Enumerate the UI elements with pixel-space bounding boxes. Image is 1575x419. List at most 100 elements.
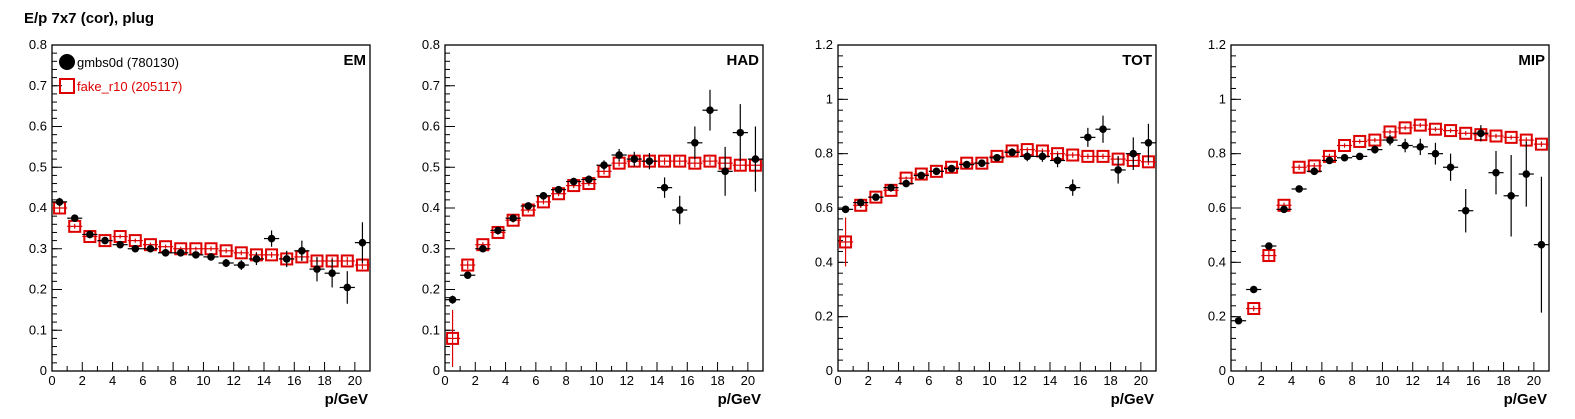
panel-tot: 0 2 4 6 8 10 12 14 16 18 20 0 0.2 0.4 0.6 0.8 1 1.2 p/GeV T… — [815, 37, 1157, 408]
data-point — [1234, 316, 1243, 325]
data-point — [1386, 136, 1394, 144]
data-point — [839, 235, 853, 249]
data-point — [1492, 168, 1500, 177]
data-point — [1340, 153, 1349, 162]
x-tick-label: 10 — [196, 373, 210, 388]
data-point — [1280, 205, 1288, 214]
x-tick-label: 16 — [287, 373, 301, 388]
data-point — [947, 164, 956, 173]
data-point — [1534, 137, 1548, 151]
y-tick-label: 0.8 — [29, 37, 47, 52]
data-point — [585, 175, 593, 184]
data-point — [222, 259, 230, 267]
data-point — [86, 230, 94, 239]
x-tick-label: 2 — [79, 373, 86, 388]
x-tick-label: 4 — [109, 373, 116, 388]
data-point — [872, 193, 880, 201]
x-tick-label: 0 — [834, 373, 841, 388]
series-fake-r10 — [838, 143, 1156, 267]
x-tick-label: 6 — [532, 373, 539, 388]
data-point — [192, 251, 200, 259]
x-tick-label: 8 — [170, 373, 177, 388]
data-point — [461, 258, 475, 272]
y-tick-label: 0.1 — [422, 322, 440, 337]
x-axis-label: p/GeV — [1111, 391, 1154, 408]
x-tick-label: 14 — [1436, 373, 1450, 388]
data-point — [524, 202, 533, 210]
data-point — [675, 206, 684, 214]
x-tick-label: 16 — [1073, 373, 1087, 388]
data-point — [962, 160, 971, 169]
x-tick-label: 20 — [741, 373, 755, 388]
series-gmbs0d — [52, 197, 370, 304]
x-tick-label: 12 — [1405, 373, 1419, 388]
data-point — [1489, 129, 1503, 143]
y-tick-label: 0.4 — [422, 200, 440, 215]
y-tick-label: 0.4 — [29, 200, 47, 215]
data-point — [1008, 148, 1016, 157]
data-point — [70, 214, 79, 222]
data-point — [539, 191, 548, 200]
y-tick-label: 0.2 — [29, 282, 47, 297]
data-point — [615, 151, 623, 159]
data-point — [267, 234, 276, 243]
x-tick-label: 10 — [589, 373, 603, 388]
x-tick-label: 6 — [139, 373, 146, 388]
data-point — [1353, 134, 1367, 148]
data-point — [1144, 139, 1153, 147]
data-point — [1431, 149, 1440, 158]
x-tick-label: 18 — [1496, 373, 1510, 388]
x-tick-label: 14 — [650, 373, 664, 388]
data-point — [706, 106, 714, 114]
x-tick-label: 18 — [1103, 373, 1117, 388]
legend-marker — [59, 54, 75, 70]
x-tick-label: 2 — [1258, 373, 1265, 388]
panel-mip: 0 2 4 6 8 10 12 14 16 18 20 0 0.2 0.4 0.6 0.8 1 1.2 p/GeV M… — [1208, 37, 1550, 408]
series-gmbs0d — [1231, 125, 1549, 325]
data-point — [446, 331, 460, 345]
x-tick-label: 16 — [680, 373, 694, 388]
data-point — [282, 255, 291, 263]
y-tick-label: 0.6 — [29, 119, 47, 134]
data-point — [1249, 285, 1258, 294]
data-point — [1310, 167, 1319, 176]
data-point — [343, 283, 352, 292]
data-point — [1325, 156, 1334, 165]
data-point — [660, 183, 669, 192]
y-tick-label: 0.8 — [422, 37, 440, 52]
series-fake-r10 — [1246, 118, 1549, 316]
data-point — [509, 214, 517, 222]
x-tick-label: 10 — [1375, 373, 1389, 388]
data-point — [1401, 141, 1409, 150]
data-point — [1292, 160, 1306, 174]
data-point — [1504, 130, 1518, 144]
series-gmbs0d — [838, 115, 1156, 214]
x-tick-label: 14 — [1043, 373, 1057, 388]
data-point — [1338, 139, 1352, 153]
data-point — [1413, 118, 1427, 132]
x-tick-label: 8 — [1349, 373, 1356, 388]
data-point — [569, 177, 578, 186]
y-tick-label: 0.5 — [29, 159, 47, 174]
data-point — [494, 226, 502, 235]
legend: gmbs0d (780130) fake_r10 (205117) — [59, 54, 182, 94]
x-tick-label: 12 — [1012, 373, 1026, 388]
x-tick-label: 10 — [982, 373, 996, 388]
data-point — [721, 167, 729, 176]
x-tick-label: 0 — [48, 373, 55, 388]
y-tick-label: 1.2 — [815, 37, 833, 52]
data-point — [207, 253, 215, 261]
y-tick-label: 0.2 — [422, 282, 440, 297]
data-point — [945, 160, 959, 174]
data-point — [703, 154, 717, 168]
data-point — [1537, 240, 1546, 249]
data-point — [1005, 144, 1019, 158]
x-tick-label: 20 — [1134, 373, 1148, 388]
data-point — [176, 249, 185, 257]
y-tick-label: 0.8 — [815, 146, 833, 161]
y-tick-label: 0.8 — [1208, 146, 1226, 161]
x-tick-label: 4 — [895, 373, 902, 388]
x-tick-label: 18 — [317, 373, 331, 388]
x-tick-label: 16 — [1466, 373, 1480, 388]
